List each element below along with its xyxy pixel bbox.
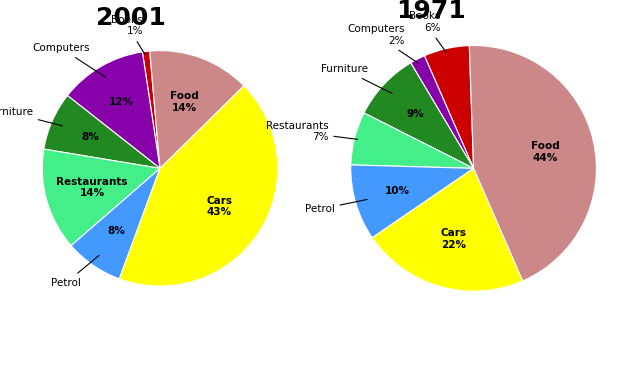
Wedge shape: [469, 46, 596, 281]
Text: 1971: 1971: [396, 0, 465, 23]
Text: Restaurants
14%: Restaurants 14%: [56, 177, 128, 198]
Text: Furniture: Furniture: [321, 64, 392, 93]
Wedge shape: [351, 165, 474, 238]
Wedge shape: [44, 95, 160, 168]
Text: Food
14%: Food 14%: [170, 91, 199, 113]
Text: Petrol: Petrol: [51, 255, 99, 288]
Wedge shape: [372, 168, 523, 291]
Text: Food
44%: Food 44%: [531, 141, 560, 163]
Text: Furniture: Furniture: [0, 107, 63, 126]
Text: Petrol: Petrol: [305, 199, 367, 214]
Text: Restaurants
7%: Restaurants 7%: [266, 121, 358, 142]
Text: Spending habits of people in UK between 1971 and 2001: Spending habits of people in UK between …: [32, 339, 608, 357]
Text: 8%: 8%: [108, 226, 125, 236]
Wedge shape: [42, 149, 160, 246]
Wedge shape: [71, 168, 160, 279]
Text: Books
1%: Books 1%: [111, 15, 145, 55]
Wedge shape: [150, 51, 244, 168]
Text: 9%: 9%: [406, 109, 424, 119]
Text: 8%: 8%: [81, 132, 99, 142]
Text: Cars
22%: Cars 22%: [440, 228, 467, 250]
Text: 10%: 10%: [385, 186, 410, 196]
Wedge shape: [67, 52, 160, 168]
Text: Cars
43%: Cars 43%: [206, 196, 232, 218]
Text: Computers: Computers: [33, 43, 106, 77]
Wedge shape: [424, 46, 474, 168]
Text: Computers
2%: Computers 2%: [348, 24, 418, 63]
Text: 2001: 2001: [95, 6, 166, 30]
Wedge shape: [364, 63, 474, 168]
Text: Books
6%: Books 6%: [409, 11, 446, 52]
Wedge shape: [411, 56, 474, 168]
Text: 12%: 12%: [109, 97, 134, 107]
Wedge shape: [142, 51, 160, 168]
Wedge shape: [351, 113, 474, 168]
Wedge shape: [119, 86, 278, 286]
